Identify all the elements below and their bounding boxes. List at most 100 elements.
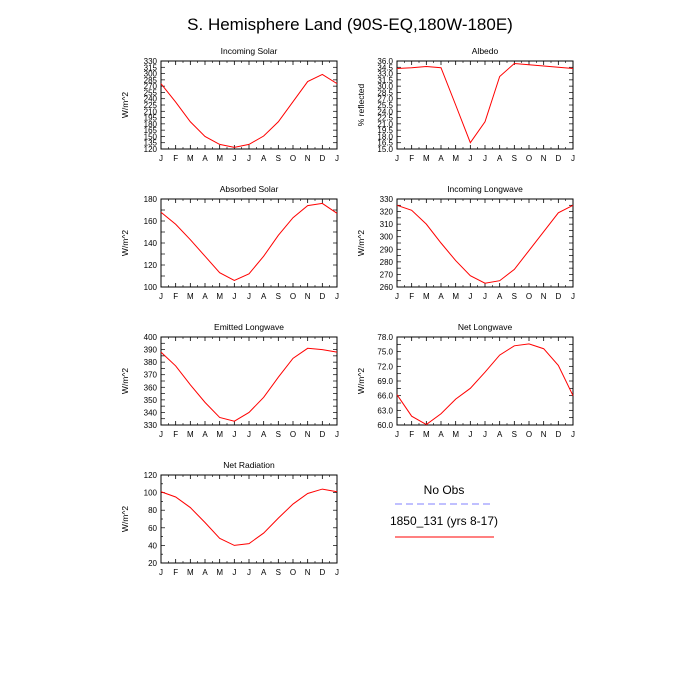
net-longwave-xtick-label: D xyxy=(555,430,561,439)
albedo-series-line xyxy=(396,62,574,144)
incoming-solar-ytick-label: 240 xyxy=(144,95,158,104)
emitted-longwave-xtick-label: F xyxy=(173,430,178,439)
incoming-longwave-xtick-label: J xyxy=(395,292,399,301)
albedo-xtick-label: J xyxy=(395,154,399,163)
absorbed-solar-xtick-label: O xyxy=(290,292,296,301)
absorbed-solar-series-line xyxy=(160,202,338,281)
emitted-longwave-title: Emitted Longwave xyxy=(214,322,284,332)
albedo-ytick-label: 27.0 xyxy=(377,95,393,104)
incoming-longwave-ylabel: W/m^2 xyxy=(356,230,366,256)
incoming-solar-ytick-label: 135 xyxy=(144,139,158,148)
net-longwave-xtick-label: A xyxy=(497,430,503,439)
net-radiation-xtick-label: D xyxy=(319,568,325,577)
incoming-solar-ytick-label: 225 xyxy=(144,101,158,110)
albedo-title: Albedo xyxy=(472,46,499,56)
incoming-longwave-ytick-label: 320 xyxy=(380,208,394,217)
incoming-solar-series-line xyxy=(160,73,338,148)
net-radiation-xtick-label: J xyxy=(335,568,339,577)
net-longwave-xtick-label: J xyxy=(395,430,399,439)
albedo-ytick-label: 34.5 xyxy=(377,63,393,72)
net-longwave-xtick-label: O xyxy=(526,430,532,439)
incoming-solar-frame xyxy=(160,60,338,150)
emitted-longwave-xtick-label: J xyxy=(232,430,236,439)
net-radiation-xtick-label: J xyxy=(247,568,251,577)
albedo-xtick-label: A xyxy=(438,154,444,163)
emitted-longwave-xtick-label: N xyxy=(305,430,311,439)
figure-title: S. Hemisphere Land (90S-EQ,180W-180E) xyxy=(187,15,513,34)
legend-model-label: 1850_131 (yrs 8-17) xyxy=(390,514,498,528)
albedo-xtick-label: S xyxy=(512,154,517,163)
emitted-longwave-xtick-label: S xyxy=(276,430,281,439)
incoming-longwave-xtick-label: J xyxy=(483,292,487,301)
incoming-longwave-xtick-label: O xyxy=(526,292,532,301)
incoming-solar-xtick-label: A xyxy=(202,154,208,163)
absorbed-solar-ytick-label: 180 xyxy=(144,195,158,204)
net-longwave-ylabel: W/m^2 xyxy=(356,368,366,394)
emitted-longwave-xtick-label: A xyxy=(261,430,267,439)
net-longwave-ytick-label: 75.0 xyxy=(377,348,393,357)
albedo-ylabel: % reflected xyxy=(356,83,366,126)
net-longwave-xtick-label: N xyxy=(541,430,547,439)
net-radiation-xtick-label: A xyxy=(202,568,208,577)
net-longwave-xtick-label: J xyxy=(483,430,487,439)
incoming-solar-xtick-label: N xyxy=(305,154,311,163)
net-longwave-xtick-label: S xyxy=(512,430,517,439)
albedo-ytick-label: 22.5 xyxy=(377,114,393,123)
albedo-ytick-label: 33.0 xyxy=(377,70,393,79)
net-longwave-xtick-label: A xyxy=(438,430,444,439)
emitted-longwave-ylabel: W/m^2 xyxy=(120,368,130,394)
albedo-ytick-label: 24.0 xyxy=(377,107,393,116)
albedo-xtick-label: A xyxy=(497,154,503,163)
emitted-longwave-ytick-label: 390 xyxy=(144,346,158,355)
incoming-solar-title: Incoming Solar xyxy=(221,46,278,56)
albedo-ytick-label: 16.5 xyxy=(377,139,393,148)
incoming-solar-ytick-label: 195 xyxy=(144,114,158,123)
incoming-solar-ytick-label: 300 xyxy=(144,70,158,79)
albedo-ytick-label: 21.0 xyxy=(377,120,393,129)
net-radiation-ytick-label: 40 xyxy=(148,541,157,550)
net-longwave-xtick-label: M xyxy=(423,430,430,439)
albedo-xtick-label: F xyxy=(409,154,414,163)
albedo-ytick-label: 30.0 xyxy=(377,82,393,91)
legend-obs-label: No Obs xyxy=(424,483,465,497)
incoming-longwave-xtick-label: J xyxy=(468,292,472,301)
absorbed-solar-xtick-label: N xyxy=(305,292,311,301)
albedo-xtick-label: J xyxy=(483,154,487,163)
net-longwave-ytick-label: 60.0 xyxy=(377,421,393,430)
absorbed-solar-ylabel: W/m^2 xyxy=(120,230,130,256)
incoming-longwave-ytick-label: 300 xyxy=(380,233,394,242)
emitted-longwave-ytick-label: 370 xyxy=(144,371,158,380)
albedo-frame xyxy=(396,60,574,150)
incoming-longwave-ytick-label: 310 xyxy=(380,220,394,229)
net-radiation-xtick-label: A xyxy=(261,568,267,577)
absorbed-solar-xtick-label: M xyxy=(187,292,194,301)
incoming-solar-xtick-label: O xyxy=(290,154,296,163)
absorbed-solar-ytick-label: 140 xyxy=(144,239,158,248)
albedo-ytick-label: 25.5 xyxy=(377,101,393,110)
albedo-ytick-label: 15.0 xyxy=(377,145,393,154)
absorbed-solar-xtick-label: A xyxy=(202,292,208,301)
net-radiation-xtick-label: M xyxy=(187,568,194,577)
incoming-solar-xtick-label: M xyxy=(187,154,194,163)
incoming-longwave-ytick-label: 270 xyxy=(380,270,394,279)
emitted-longwave-xtick-label: A xyxy=(202,430,208,439)
net-radiation-ytick-label: 80 xyxy=(148,506,157,515)
albedo-ytick-label: 36.0 xyxy=(377,57,393,66)
incoming-solar-xtick-label: D xyxy=(319,154,325,163)
net-longwave-xtick-label: J xyxy=(571,430,575,439)
incoming-longwave-series-line xyxy=(396,204,574,284)
incoming-solar-xtick-label: S xyxy=(276,154,281,163)
incoming-solar-xtick-label: M xyxy=(216,154,223,163)
absorbed-solar-xtick-label: A xyxy=(261,292,267,301)
incoming-solar-ytick-label: 150 xyxy=(144,132,158,141)
emitted-longwave-ytick-label: 330 xyxy=(144,421,158,430)
net-longwave-frame xyxy=(396,336,574,426)
albedo-xtick-label: M xyxy=(423,154,430,163)
net-radiation-xtick-label: N xyxy=(305,568,311,577)
